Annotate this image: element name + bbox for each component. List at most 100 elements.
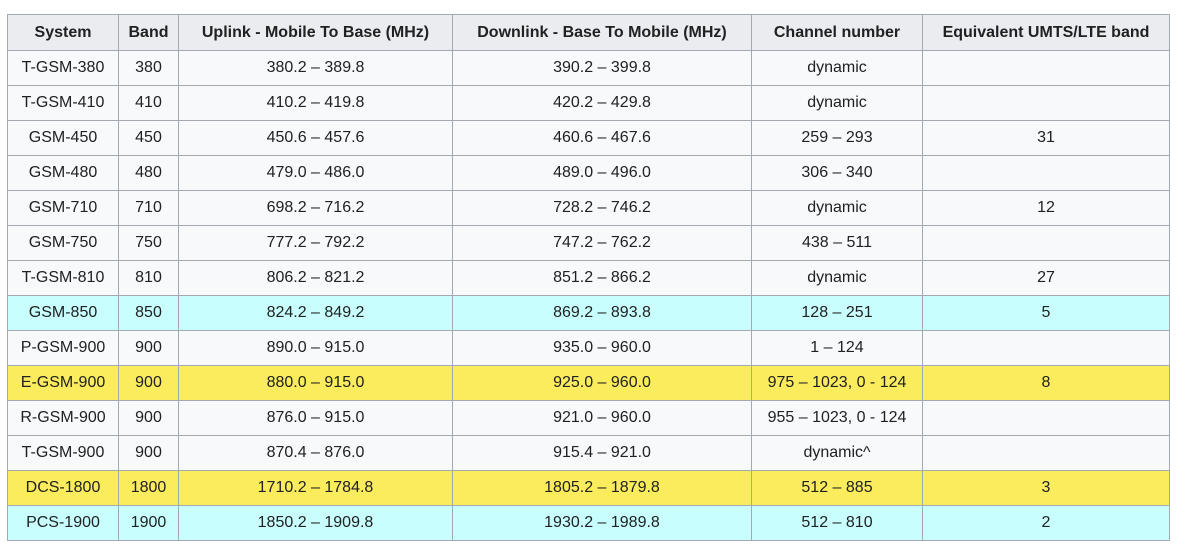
- cell-downlink: 1930.2 – 1989.8: [452, 505, 752, 541]
- cell-uplink: 698.2 – 716.2: [178, 190, 453, 226]
- cell-downlink: 869.2 – 893.8: [452, 295, 752, 331]
- cell-system: GSM-750: [7, 225, 119, 261]
- cell-system: GSM-710: [7, 190, 119, 226]
- cell-band: 900: [118, 330, 179, 366]
- cell-band: 850: [118, 295, 179, 331]
- cell-uplink: 380.2 – 389.8: [178, 50, 453, 86]
- table-row: P-GSM-900 900 890.0 – 915.0 935.0 – 960.0 1 …: [7, 330, 1170, 366]
- cell-channel-number: 306 – 340: [751, 155, 923, 191]
- header-channel-number: Channel number: [751, 14, 923, 51]
- table-row: GSM-850 850 824.2 – 849.2 869.2 – 893.8 128 …: [7, 295, 1170, 331]
- cell-band: 1800: [118, 470, 179, 506]
- cell-uplink: 880.0 – 915.0: [178, 365, 453, 401]
- cell-downlink: 420.2 – 429.8: [452, 85, 752, 121]
- table-row: T-GSM-410 410 410.2 – 419.8 420.2 – 429.8 dy…: [7, 85, 1170, 121]
- cell-equivalent-band: [922, 330, 1170, 366]
- cell-system: GSM-450: [7, 120, 119, 156]
- cell-band: 810: [118, 260, 179, 296]
- cell-channel-number: 128 – 251: [751, 295, 923, 331]
- cell-band: 900: [118, 435, 179, 471]
- header-system: System: [7, 14, 119, 51]
- cell-channel-number: 975 – 1023, 0 - 124: [751, 365, 923, 401]
- cell-equivalent-band: [922, 435, 1170, 471]
- cell-downlink: 915.4 – 921.0: [452, 435, 752, 471]
- cell-uplink: 890.0 – 915.0: [178, 330, 453, 366]
- cell-equivalent-band: 27: [922, 260, 1170, 296]
- table-row: T-GSM-380 380 380.2 – 389.8 390.2 – 399.8 dy…: [7, 50, 1170, 86]
- cell-downlink: 925.0 – 960.0: [452, 365, 752, 401]
- cell-downlink: 390.2 – 399.8: [452, 50, 752, 86]
- cell-equivalent-band: 5: [922, 295, 1170, 331]
- cell-downlink: 460.6 – 467.6: [452, 120, 752, 156]
- cell-band: 900: [118, 400, 179, 436]
- cell-uplink: 777.2 – 792.2: [178, 225, 453, 261]
- cell-band: 750: [118, 225, 179, 261]
- cell-channel-number: dynamic: [751, 50, 923, 86]
- header-equivalent-band: Equivalent UMTS/LTE band: [922, 14, 1170, 51]
- cell-system: PCS-1900: [7, 505, 119, 541]
- header-uplink: Uplink - Mobile To Base (MHz): [178, 14, 453, 51]
- cell-uplink: 824.2 – 849.2: [178, 295, 453, 331]
- table-row: GSM-480 480 479.0 – 486.0 489.0 – 496.0 306 …: [7, 155, 1170, 191]
- cell-uplink: 876.0 – 915.0: [178, 400, 453, 436]
- table-row: PCS-1900 1900 1850.2 – 1909.8 1930.2 – 1989…: [7, 505, 1170, 541]
- cell-uplink: 450.6 – 457.6: [178, 120, 453, 156]
- table-row: GSM-710 710 698.2 – 716.2 728.2 – 746.2 dyna…: [7, 190, 1170, 226]
- table-row: T-GSM-900 900 870.4 – 876.0 915.4 – 921.0 dy…: [7, 435, 1170, 471]
- cell-equivalent-band: [922, 225, 1170, 261]
- cell-equivalent-band: [922, 400, 1170, 436]
- cell-uplink: 1710.2 – 1784.8: [178, 470, 453, 506]
- cell-channel-number: 438 – 511: [751, 225, 923, 261]
- cell-downlink: 728.2 – 746.2: [452, 190, 752, 226]
- cell-system: R-GSM-900: [7, 400, 119, 436]
- cell-band: 1900: [118, 505, 179, 541]
- cell-system: E-GSM-900: [7, 365, 119, 401]
- cell-system: T-GSM-380: [7, 50, 119, 86]
- cell-equivalent-band: 2: [922, 505, 1170, 541]
- header-row: System Band Uplink - Mobile To Base (MHz…: [7, 14, 1170, 51]
- cell-downlink: 747.2 – 762.2: [452, 225, 752, 261]
- table-body: T-GSM-380 380 380.2 – 389.8 390.2 – 399.8 dy…: [7, 50, 1170, 541]
- cell-channel-number: 1 – 124: [751, 330, 923, 366]
- cell-system: T-GSM-900: [7, 435, 119, 471]
- cell-equivalent-band: 8: [922, 365, 1170, 401]
- table-row: GSM-750 750 777.2 – 792.2 747.2 – 762.2 438 …: [7, 225, 1170, 261]
- cell-channel-number: 512 – 810: [751, 505, 923, 541]
- cell-channel-number: dynamic: [751, 260, 923, 296]
- cell-channel-number: dynamic: [751, 190, 923, 226]
- cell-downlink: 921.0 – 960.0: [452, 400, 752, 436]
- cell-channel-number: dynamic: [751, 85, 923, 121]
- cell-band: 900: [118, 365, 179, 401]
- cell-uplink: 1850.2 – 1909.8: [178, 505, 453, 541]
- cell-band: 410: [118, 85, 179, 121]
- gsm-bands-table: System Band Uplink - Mobile To Base (MHz…: [7, 14, 1170, 541]
- cell-channel-number: dynamic^: [751, 435, 923, 471]
- cell-system: T-GSM-810: [7, 260, 119, 296]
- table-row: GSM-450 450 450.6 – 457.6 460.6 – 467.6 259 …: [7, 120, 1170, 156]
- cell-downlink: 1805.2 – 1879.8: [452, 470, 752, 506]
- cell-equivalent-band: [922, 155, 1170, 191]
- cell-equivalent-band: 12: [922, 190, 1170, 226]
- cell-uplink: 870.4 – 876.0: [178, 435, 453, 471]
- cell-downlink: 935.0 – 960.0: [452, 330, 752, 366]
- cell-system: GSM-850: [7, 295, 119, 331]
- header-downlink: Downlink - Base To Mobile (MHz): [452, 14, 752, 51]
- gsm-bands-table-container: System Band Uplink - Mobile To Base (MHz…: [7, 14, 1170, 541]
- cell-system: GSM-480: [7, 155, 119, 191]
- cell-downlink: 851.2 – 866.2: [452, 260, 752, 296]
- cell-channel-number: 512 – 885: [751, 470, 923, 506]
- cell-equivalent-band: [922, 85, 1170, 121]
- cell-system: T-GSM-410: [7, 85, 119, 121]
- cell-equivalent-band: 31: [922, 120, 1170, 156]
- table-row: E-GSM-900 900 880.0 – 915.0 925.0 – 960.0 97…: [7, 365, 1170, 401]
- cell-equivalent-band: 3: [922, 470, 1170, 506]
- cell-uplink: 410.2 – 419.8: [178, 85, 453, 121]
- cell-equivalent-band: [922, 50, 1170, 86]
- table-row: R-GSM-900 900 876.0 – 915.0 921.0 – 960.0 95…: [7, 400, 1170, 436]
- cell-channel-number: 259 – 293: [751, 120, 923, 156]
- cell-channel-number: 955 – 1023, 0 - 124: [751, 400, 923, 436]
- cell-band: 380: [118, 50, 179, 86]
- cell-band: 480: [118, 155, 179, 191]
- table-row: DCS-1800 1800 1710.2 – 1784.8 1805.2 – 1879…: [7, 470, 1170, 506]
- cell-band: 450: [118, 120, 179, 156]
